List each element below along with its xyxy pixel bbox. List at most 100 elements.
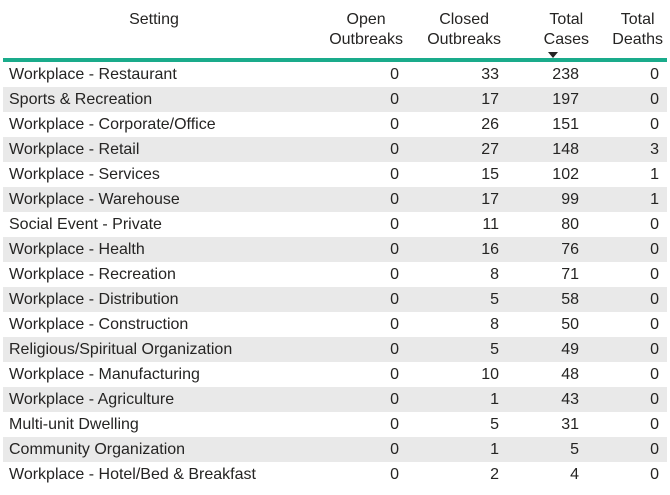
cell-closed-outbreaks: 5 bbox=[407, 337, 505, 362]
column-header-open-line1: Open bbox=[346, 11, 386, 28]
cell-total-cases: 80 bbox=[505, 212, 593, 237]
cell-closed-outbreaks: 16 bbox=[407, 237, 505, 262]
table-row[interactable]: Workplace - Agriculture 0 1 43 0 bbox=[3, 387, 667, 412]
cell-total-cases: 99 bbox=[505, 187, 593, 212]
cell-open-outbreaks: 0 bbox=[305, 262, 407, 287]
table-row[interactable]: Workplace - Hotel/Bed & Breakfast 0 2 4 0 bbox=[3, 462, 667, 487]
cell-total-cases: 49 bbox=[505, 337, 593, 362]
cell-closed-outbreaks: 17 bbox=[407, 187, 505, 212]
cell-total-cases: 31 bbox=[505, 412, 593, 437]
cell-closed-outbreaks: 1 bbox=[407, 387, 505, 412]
cell-setting: Sports & Recreation bbox=[3, 87, 305, 112]
cell-setting: Workplace - Hotel/Bed & Breakfast bbox=[3, 462, 305, 487]
cell-closed-outbreaks: 10 bbox=[407, 362, 505, 387]
cell-closed-outbreaks: 5 bbox=[407, 287, 505, 312]
cell-open-outbreaks: 0 bbox=[305, 462, 407, 487]
cell-closed-outbreaks: 1 bbox=[407, 437, 505, 462]
cell-total-cases: 50 bbox=[505, 312, 593, 337]
cell-total-cases: 197 bbox=[505, 87, 593, 112]
column-header-total-cases-line2: Cases bbox=[543, 31, 589, 48]
cell-total-deaths: 0 bbox=[593, 287, 667, 312]
cell-closed-outbreaks: 15 bbox=[407, 162, 505, 187]
cell-closed-outbreaks: 8 bbox=[407, 312, 505, 337]
table-row[interactable]: Sports & Recreation 0 17 197 0 bbox=[3, 87, 667, 112]
column-header-closed-line2: Outbreaks bbox=[427, 31, 501, 48]
cell-open-outbreaks: 0 bbox=[305, 212, 407, 237]
cell-total-deaths: 3 bbox=[593, 137, 667, 162]
cell-closed-outbreaks: 26 bbox=[407, 112, 505, 137]
cell-total-deaths: 0 bbox=[593, 312, 667, 337]
cell-closed-outbreaks: 33 bbox=[407, 62, 505, 87]
cell-total-deaths: 0 bbox=[593, 112, 667, 137]
table-row[interactable]: Workplace - Manufacturing 0 10 48 0 bbox=[3, 362, 667, 387]
cell-total-cases: 4 bbox=[505, 462, 593, 487]
table-row[interactable]: Workplace - Restaurant 0 33 238 0 bbox=[3, 62, 667, 87]
cell-open-outbreaks: 0 bbox=[305, 137, 407, 162]
cell-total-deaths: 0 bbox=[593, 212, 667, 237]
table-row[interactable]: Workplace - Health 0 16 76 0 bbox=[3, 237, 667, 262]
table-body: Workplace - Restaurant 0 33 238 0 Sports & Re… bbox=[3, 62, 667, 487]
column-header-total-deaths[interactable]: Total Deaths bbox=[593, 0, 667, 58]
cell-total-cases: 5 bbox=[505, 437, 593, 462]
cell-total-deaths: 0 bbox=[593, 87, 667, 112]
cell-setting: Religious/Spiritual Organization bbox=[3, 337, 305, 362]
column-header-total-deaths-line1: Total bbox=[620, 11, 655, 28]
cell-open-outbreaks: 0 bbox=[305, 337, 407, 362]
table-row[interactable]: Workplace - Warehouse 0 17 99 1 bbox=[3, 187, 667, 212]
table-row[interactable]: Workplace - Distribution 0 5 58 0 bbox=[3, 287, 667, 312]
cell-setting: Multi-unit Dwelling bbox=[3, 412, 305, 437]
cell-open-outbreaks: 0 bbox=[305, 362, 407, 387]
cell-total-deaths: 0 bbox=[593, 437, 667, 462]
header-divider-bar bbox=[3, 58, 667, 62]
header-row: Setting Open Outbreaks Closed Outbreaks bbox=[3, 0, 667, 58]
table-row[interactable]: Community Organization 0 1 5 0 bbox=[3, 437, 667, 462]
cell-closed-outbreaks: 11 bbox=[407, 212, 505, 237]
cell-closed-outbreaks: 5 bbox=[407, 412, 505, 437]
cell-open-outbreaks: 0 bbox=[305, 437, 407, 462]
cell-setting: Social Event - Private bbox=[3, 212, 305, 237]
table-row[interactable]: Social Event - Private 0 11 80 0 bbox=[3, 212, 667, 237]
cell-open-outbreaks: 0 bbox=[305, 187, 407, 212]
cell-open-outbreaks: 0 bbox=[305, 287, 407, 312]
column-header-total-deaths-line2: Deaths bbox=[612, 31, 663, 48]
header-divider bbox=[3, 58, 667, 62]
column-header-setting-label: Setting bbox=[129, 11, 179, 28]
cell-setting: Workplace - Distribution bbox=[3, 287, 305, 312]
cell-setting: Workplace - Agriculture bbox=[3, 387, 305, 412]
column-header-closed-outbreaks[interactable]: Closed Outbreaks bbox=[407, 0, 505, 58]
table-row[interactable]: Multi-unit Dwelling 0 5 31 0 bbox=[3, 412, 667, 437]
sort-descending-icon[interactable] bbox=[547, 52, 558, 58]
cell-total-cases: 43 bbox=[505, 387, 593, 412]
cell-total-deaths: 0 bbox=[593, 462, 667, 487]
table-row[interactable]: Workplace - Services 0 15 102 1 bbox=[3, 162, 667, 187]
cell-total-cases: 102 bbox=[505, 162, 593, 187]
column-header-total-cases[interactable]: Total Cases bbox=[505, 0, 593, 58]
cell-setting: Workplace - Construction bbox=[3, 312, 305, 337]
cell-total-deaths: 0 bbox=[593, 387, 667, 412]
cell-total-cases: 148 bbox=[505, 137, 593, 162]
cell-total-deaths: 0 bbox=[593, 412, 667, 437]
cell-setting: Workplace - Manufacturing bbox=[3, 362, 305, 387]
cell-open-outbreaks: 0 bbox=[305, 387, 407, 412]
cell-total-deaths: 0 bbox=[593, 62, 667, 87]
cell-open-outbreaks: 0 bbox=[305, 312, 407, 337]
cell-closed-outbreaks: 2 bbox=[407, 462, 505, 487]
table-row[interactable]: Workplace - Corporate/Office 0 26 151 0 bbox=[3, 112, 667, 137]
column-header-open-outbreaks[interactable]: Open Outbreaks bbox=[305, 0, 407, 58]
cell-setting: Workplace - Retail bbox=[3, 137, 305, 162]
cell-total-cases: 58 bbox=[505, 287, 593, 312]
column-header-setting[interactable]: Setting bbox=[3, 0, 305, 58]
cell-total-deaths: 0 bbox=[593, 262, 667, 287]
cell-open-outbreaks: 0 bbox=[305, 87, 407, 112]
cell-total-deaths: 0 bbox=[593, 362, 667, 387]
table-row[interactable]: Workplace - Recreation 0 8 71 0 bbox=[3, 262, 667, 287]
cell-closed-outbreaks: 27 bbox=[407, 137, 505, 162]
table-row[interactable]: Workplace - Retail 0 27 148 3 bbox=[3, 137, 667, 162]
cell-setting: Workplace - Health bbox=[3, 237, 305, 262]
cell-open-outbreaks: 0 bbox=[305, 162, 407, 187]
table-row[interactable]: Religious/Spiritual Organization 0 5 49 0 bbox=[3, 337, 667, 362]
cell-setting: Community Organization bbox=[3, 437, 305, 462]
table-row[interactable]: Workplace - Construction 0 8 50 0 bbox=[3, 312, 667, 337]
cell-setting: Workplace - Recreation bbox=[3, 262, 305, 287]
